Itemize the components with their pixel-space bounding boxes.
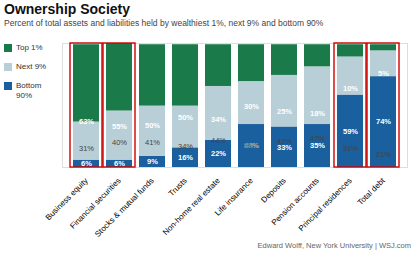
html-text:Percent of total assets and li: Percent of total assets and liabilities … — [4, 18, 324, 28]
svg-text:Life insurance: Life insurance — [213, 176, 255, 218]
svg-text:Stocks & mutual funds: Stocks & mutual funds — [93, 176, 156, 239]
svg-text:50%: 50% — [178, 113, 193, 122]
svg-text:Principal residences: Principal residences — [297, 176, 354, 233]
svg-text:40%: 40% — [112, 138, 127, 147]
svg-text:34%: 34% — [211, 115, 226, 124]
html-text:Top 1%: Top 1% — [16, 43, 43, 52]
svg-text:35%: 35% — [310, 141, 325, 151]
svg-text:31%: 31% — [79, 144, 94, 153]
svg-text:21%: 21% — [376, 150, 391, 159]
svg-text:22%: 22% — [211, 149, 226, 158]
html-text:Ownership Society: Ownership Society — [4, 1, 130, 17]
svg-text:6%: 6% — [114, 159, 125, 169]
svg-text:18%: 18% — [310, 109, 325, 118]
svg-text:Non-home real estate: Non-home real estate — [161, 176, 222, 237]
svg-text:44%: 44% — [211, 136, 226, 145]
svg-text:47%: 47% — [310, 134, 325, 143]
html-text:Edward Wolff, New York Univers: Edward Wolff, New York University | WSJ.… — [257, 241, 411, 250]
svg-text:42%: 42% — [277, 137, 292, 146]
svg-text:9%: 9% — [147, 157, 158, 166]
svg-text:Trusts: Trusts — [167, 176, 189, 198]
svg-text:30%: 30% — [244, 102, 259, 111]
svg-text:41%: 41% — [145, 138, 160, 147]
svg-text:55%: 55% — [112, 122, 127, 131]
svg-text:5%: 5% — [378, 69, 389, 78]
svg-text:10%: 10% — [343, 84, 358, 93]
svg-text:34%: 34% — [178, 142, 193, 151]
html-text:Next 9%: Next 9% — [16, 62, 47, 71]
svg-text:31%: 31% — [343, 144, 358, 153]
svg-text:6%: 6% — [81, 159, 92, 169]
html-text:Bottom 90%: Bottom 90% — [16, 81, 42, 100]
svg-text:50%: 50% — [145, 121, 160, 130]
svg-text:35%: 35% — [244, 141, 259, 150]
svg-text:Total debt: Total debt — [356, 176, 387, 207]
svg-text:16%: 16% — [178, 153, 193, 162]
svg-text:Business equity: Business equity — [43, 176, 90, 223]
svg-text:74%: 74% — [376, 117, 391, 126]
svg-text:Financial securities: Financial securities — [68, 176, 123, 231]
svg-text:25%: 25% — [277, 107, 292, 116]
svg-text:63%: 63% — [79, 117, 94, 126]
svg-text:35%: 35% — [244, 141, 259, 150]
svg-text:Pension accounts: Pension accounts — [269, 176, 321, 228]
svg-text:33%: 33% — [277, 142, 292, 152]
svg-text:59%: 59% — [343, 127, 358, 136]
svg-text:Deposits: Deposits — [259, 176, 287, 204]
